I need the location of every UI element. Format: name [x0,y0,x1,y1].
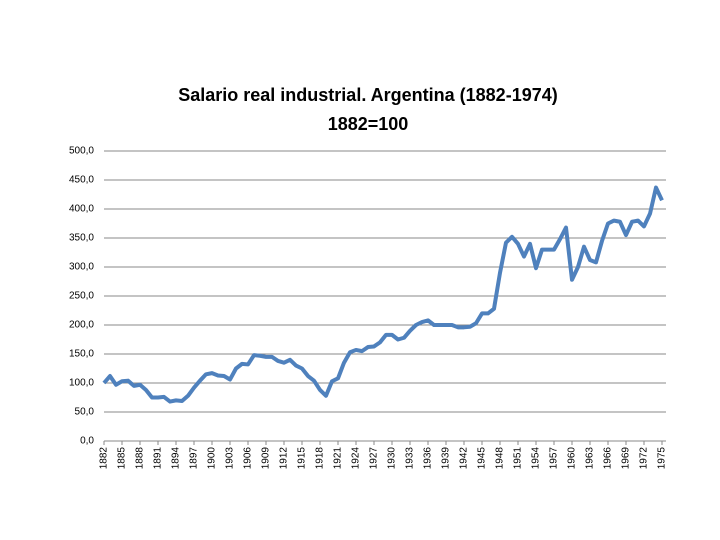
x-tick-label: 1927 [369,447,380,470]
x-tick-label: 1966 [603,447,614,470]
y-tick-label: 0,0 [80,436,94,447]
x-tick-label: 1969 [621,447,632,470]
y-tick-label: 500,0 [69,146,94,157]
x-tick-label: 1945 [477,447,488,470]
x-tick-label: 1942 [459,447,470,470]
chart-subtitle: 1882=100 [328,114,409,134]
y-tick-label: 300,0 [69,262,94,273]
y-tick-label: 200,0 [69,320,94,331]
x-tick-label: 1957 [549,447,560,470]
y-tick-label: 250,0 [69,291,94,302]
y-tick-label: 150,0 [69,349,94,360]
x-tick-label: 1882 [99,447,110,470]
x-tick-label: 1972 [639,447,650,470]
x-tick-label: 1891 [153,447,164,470]
x-tick-label: 1939 [441,447,452,470]
x-tick-label: 1894 [171,447,182,470]
x-tick-label: 1921 [333,447,344,470]
x-tick-label: 1924 [351,447,362,470]
y-tick-label: 400,0 [69,204,94,215]
x-tick-label: 1948 [495,447,506,470]
x-tick-label: 1900 [207,447,218,470]
x-tick-label: 1933 [405,447,416,470]
y-tick-label: 50,0 [75,407,95,418]
x-tick-label: 1912 [279,447,290,470]
x-tick-label: 1915 [297,447,308,470]
x-tick-label: 1897 [189,447,200,470]
x-tick-label: 1930 [387,447,398,470]
x-tick-label: 1951 [513,447,524,470]
x-tick-label: 1954 [531,447,542,470]
chart-title: Salario real industrial. Argentina (1882… [178,85,557,105]
x-tick-label: 1888 [135,447,146,470]
x-tick-label: 1906 [243,447,254,470]
x-tick-label: 1903 [225,447,236,470]
x-tick-label: 1885 [117,447,128,470]
y-tick-label: 100,0 [69,378,94,389]
data-line [102,185,664,404]
x-tick-label: 1963 [585,447,596,470]
y-tick-label: 450,0 [69,175,94,186]
x-tick-label: 1975 [657,447,668,470]
x-tick-label: 1960 [567,447,578,470]
x-tick-label: 1936 [423,447,434,470]
x-tick-label: 1918 [315,447,326,470]
y-tick-label: 350,0 [69,233,94,244]
x-tick-label: 1909 [261,447,272,470]
